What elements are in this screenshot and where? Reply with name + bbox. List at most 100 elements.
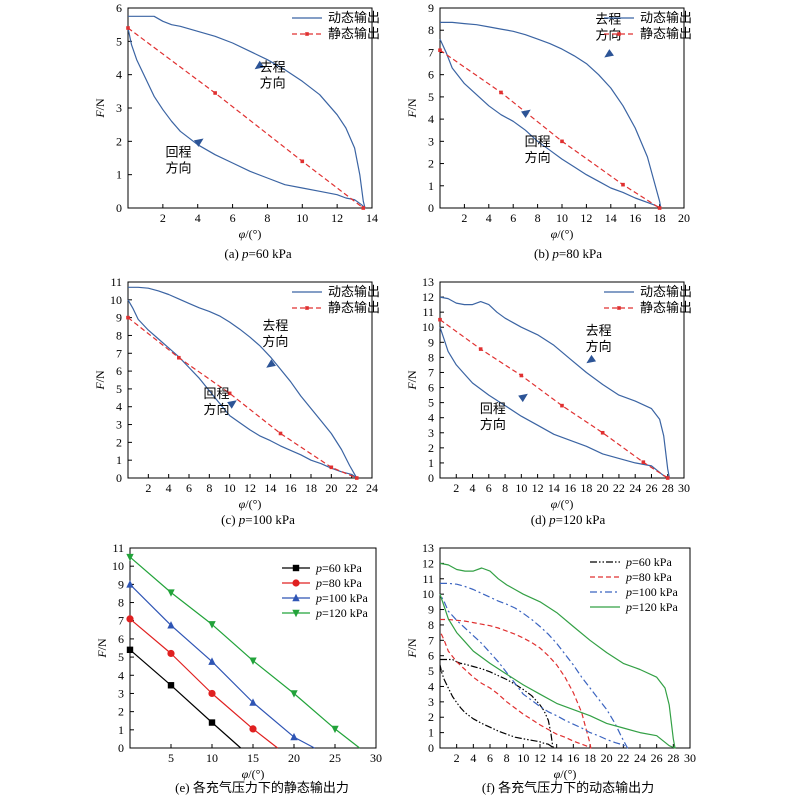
panel-caption: (e) 各充气压力下的静态输出力	[175, 780, 349, 796]
y-axis-label-var: F	[93, 110, 107, 119]
data-point-static	[177, 355, 181, 360]
y-tick-label: 11	[112, 541, 124, 555]
legend-label-rest: =100 kPa	[322, 591, 368, 605]
legend-label-var: p	[625, 555, 632, 569]
x-tick-label: 16	[564, 481, 576, 495]
y-tick-label: 2	[428, 710, 434, 724]
panel-caption: (d) p=120 kPa	[531, 512, 606, 527]
series-line-p100	[129, 583, 315, 749]
series-line-static	[127, 317, 358, 479]
legend-label: 动态输出	[640, 284, 692, 300]
x-tick-label: 18	[305, 481, 317, 495]
data-point-p80	[208, 689, 216, 698]
y-tick-label: 8	[428, 23, 434, 37]
caption-text: =120 kPa	[556, 512, 606, 527]
direction-arrow-icon	[266, 359, 276, 368]
x-tick-label: 4	[470, 481, 476, 495]
series-line-static	[439, 49, 660, 209]
direction-annotation: 方向	[203, 402, 229, 418]
legend-label-var: p	[625, 585, 632, 599]
x-tick-label: 2	[145, 481, 151, 495]
data-point-static	[300, 159, 305, 164]
y-tick-label: 10	[422, 587, 434, 601]
x-tick-label: 12	[532, 481, 544, 495]
legend-label: 静态输出	[640, 300, 692, 316]
x-tick-label: 2	[461, 211, 467, 225]
direction-annotation: 回程	[203, 387, 229, 402]
legend-label-var: p	[315, 561, 322, 575]
y-tick-label: 5	[428, 90, 434, 104]
x-tick-label: 20	[597, 481, 609, 495]
y-tick-label: 1	[118, 723, 124, 737]
caption-var: p	[551, 246, 559, 261]
panel-caption: (a) p=60 kPa	[224, 246, 291, 261]
data-point-p120	[208, 621, 216, 629]
x-tick-label: 22	[346, 481, 358, 495]
data-point-static	[519, 373, 524, 378]
x-tick-label: 6	[230, 211, 236, 225]
x-tick-label: 14	[548, 481, 560, 495]
y-tick-label: 5	[428, 396, 434, 410]
x-axis-label-var: φ	[239, 227, 246, 241]
x-tick-label: 16	[567, 751, 579, 765]
plot-frame	[439, 547, 691, 749]
y-axis-label-unit: /N	[405, 638, 419, 650]
x-tick-label: 14	[551, 751, 563, 765]
y-tick-label: 0	[116, 471, 122, 485]
data-point-p100	[208, 657, 216, 665]
x-axis-label: φ/(°)	[239, 497, 262, 511]
x-tick-label: 16	[285, 481, 297, 495]
y-tick-label: 0	[428, 201, 434, 215]
x-axis-label-unit: /(°)	[245, 227, 261, 241]
data-point-p120	[290, 690, 298, 698]
x-tick-label: 4	[166, 481, 172, 495]
chart-panel-f: 2 4 6 8 10 12 14 16 18 20 22 24 26 28 3001234567891011…	[405, 541, 696, 796]
x-axis-label-unit: /(°)	[560, 767, 576, 781]
data-point-static	[126, 26, 130, 30]
y-axis-label: F/N	[405, 98, 419, 119]
legend-label-var: p	[315, 606, 322, 620]
y-tick-label: 7	[428, 365, 434, 379]
y-tick-label: 2	[116, 435, 122, 449]
legend-label-var: p	[625, 600, 632, 614]
x-tick-label: 2	[160, 211, 166, 225]
legend-marker-static	[617, 32, 621, 36]
x-tick-label: 8	[264, 211, 270, 225]
y-tick-label: 8	[118, 596, 124, 610]
x-tick-label: 4	[195, 211, 201, 225]
data-point-p60	[167, 682, 175, 689]
caption-text: 各充气压力下的静态输出力	[193, 780, 349, 796]
y-tick-label: 4	[428, 679, 434, 693]
y-tick-label: 0	[428, 741, 434, 755]
y-tick-label: 13	[422, 275, 434, 289]
y-axis-label-unit: /N	[93, 98, 107, 110]
legend-label: 静态输出	[640, 26, 692, 42]
y-tick-label: 7	[428, 633, 434, 647]
caption-var: p	[548, 512, 556, 527]
y-axis-label: F/N	[405, 370, 419, 391]
caption-prefix: (e)	[175, 780, 193, 795]
caption-text: =60 kPa	[249, 246, 292, 261]
y-tick-label: 7	[118, 614, 124, 628]
legend-label-var: p	[315, 591, 322, 605]
data-point-p100	[290, 732, 298, 741]
legend-marker-p80	[292, 579, 300, 587]
data-point-p60	[208, 719, 216, 726]
direction-arrow-icon	[518, 393, 528, 403]
y-tick-label: 3	[116, 101, 122, 115]
x-tick-label: 14	[366, 211, 378, 225]
series-line-p60	[439, 658, 554, 749]
data-point-static	[354, 476, 359, 480]
x-tick-label: 10	[206, 751, 218, 765]
panel-caption: (f) 各充气压力下的动态输出力	[482, 780, 654, 796]
caption-prefix: (d)	[531, 512, 549, 527]
direction-arrow-icon	[193, 138, 204, 147]
data-point-p80	[126, 615, 134, 623]
legend-label: 动态输出	[328, 284, 380, 300]
direction-annotation: 回程	[480, 402, 506, 417]
data-point-static	[278, 431, 283, 436]
caption-prefix: (f)	[482, 780, 498, 795]
legend-marker-p100	[292, 593, 300, 602]
y-tick-label: 10	[110, 293, 122, 307]
